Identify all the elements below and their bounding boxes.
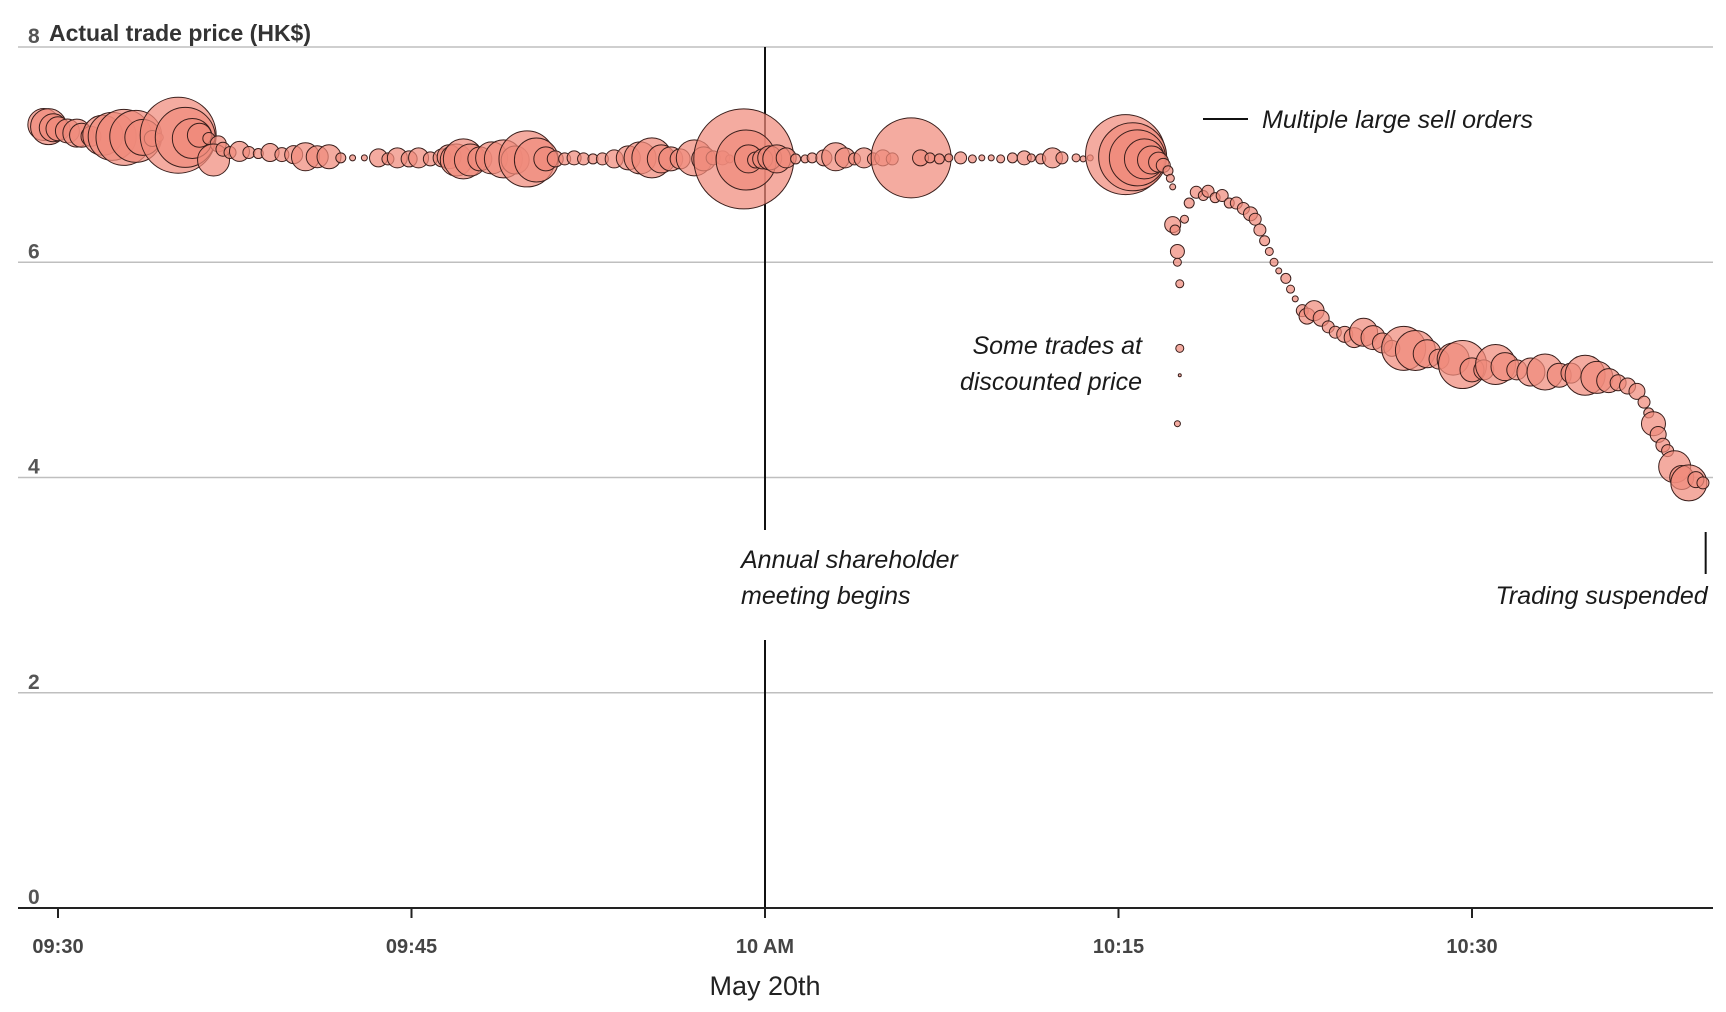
annotation-meeting: Annual shareholder meeting begins xyxy=(739,546,959,610)
annotations: Annual shareholder meeting begins Multiple… xyxy=(739,106,1709,610)
trade-bubble xyxy=(1175,279,1185,289)
x-tick-label: 10 AM xyxy=(736,936,794,958)
trade-bubble xyxy=(1628,382,1646,400)
trade-bubble xyxy=(954,151,968,165)
trade-bubble xyxy=(349,154,357,162)
trade-bubble xyxy=(1696,476,1710,490)
trade-bubble xyxy=(1248,212,1262,226)
trade-bubble xyxy=(1172,257,1182,267)
trade-bubble xyxy=(1253,223,1267,237)
y-tick-label: 0 xyxy=(28,886,40,909)
trade-bubble xyxy=(978,154,986,162)
x-tick-label: 09:30 xyxy=(32,936,83,958)
trade-bubble xyxy=(1215,189,1229,203)
trade-bubble xyxy=(790,153,802,165)
trade-bubble xyxy=(360,154,368,162)
annotation-suspended: Trading suspended xyxy=(1495,582,1708,610)
trade-bubble xyxy=(1175,343,1185,353)
trade-bubble xyxy=(1291,295,1299,303)
trade-bubble xyxy=(1637,395,1651,409)
annotation-discounted: Some trades at discounted price xyxy=(960,332,1143,396)
gridlines xyxy=(18,46,1713,694)
trade-bubble xyxy=(1169,224,1181,236)
trade-bubble xyxy=(1183,197,1195,209)
trade-bubble xyxy=(1264,246,1274,256)
trade-bubble xyxy=(924,152,936,164)
y-tick-label: 4 xyxy=(28,456,40,479)
trade-bubble xyxy=(1286,284,1296,294)
trade-bubble xyxy=(335,152,347,164)
trade-bubble xyxy=(1275,267,1283,275)
trade-bubble xyxy=(933,153,945,165)
trade-bubble xyxy=(1026,153,1036,163)
trade-bubble xyxy=(1169,243,1185,259)
trade-bubble xyxy=(1173,420,1181,428)
annotation-sell-orders: Multiple large sell orders xyxy=(1262,106,1533,134)
y-axis-label: Actual trade price (HK$) xyxy=(49,20,311,46)
x-tick-label: 10:15 xyxy=(1093,936,1144,958)
x-axis-sublabel: May 20th xyxy=(709,971,820,1001)
trade-bubble xyxy=(1280,272,1292,284)
labels: Actual trade price (HK$) May 20th xyxy=(49,20,821,1001)
trade-bubble xyxy=(987,154,995,162)
trade-bubble xyxy=(1165,173,1175,183)
trade-bubble xyxy=(1169,183,1177,191)
trade-bubble xyxy=(1006,152,1018,164)
x-tick-label: 10:30 xyxy=(1446,936,1497,958)
trade-bubble xyxy=(1269,257,1279,267)
x-tick-label: 09:45 xyxy=(386,936,437,958)
trade-bubble xyxy=(1071,153,1081,163)
trade-bubble xyxy=(1177,373,1182,378)
y-tick-label: 2 xyxy=(28,671,40,694)
trade-bubble xyxy=(1259,235,1271,247)
trade-bubble xyxy=(1055,151,1069,165)
y-tick-label: 8 xyxy=(28,25,40,48)
trade-bubble xyxy=(996,154,1006,164)
y-tick-label: 6 xyxy=(28,240,40,263)
trade-bubble xyxy=(967,154,977,164)
trade-bubble xyxy=(944,153,954,163)
axes: 0 2 4 6 8 09:30 09:45 10 AM 10:15 10:30 xyxy=(18,25,1713,958)
trade-bubble xyxy=(1179,214,1189,224)
trade-bubbles xyxy=(27,96,1710,502)
